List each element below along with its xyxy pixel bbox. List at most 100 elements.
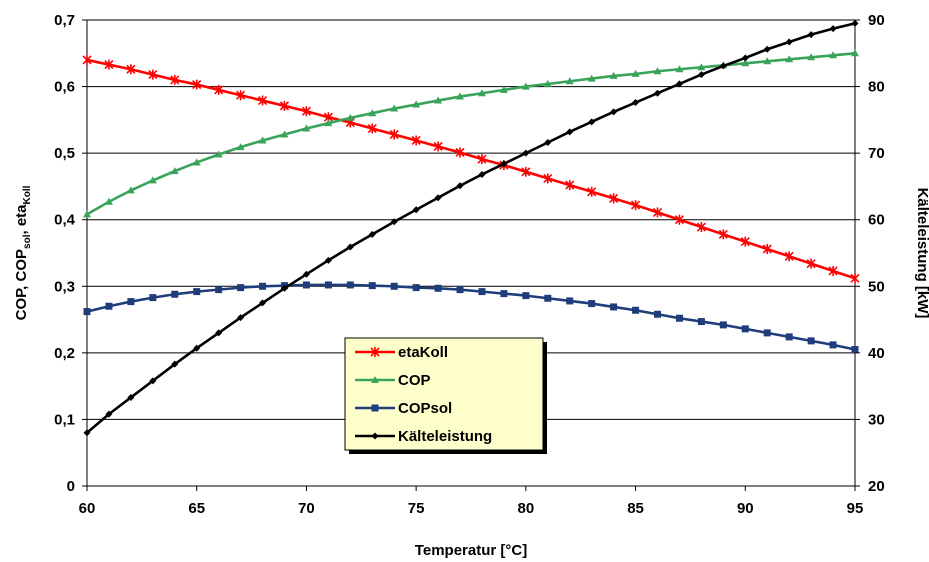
data-point — [455, 147, 465, 158]
x-tick-label: 65 — [188, 500, 205, 517]
legend-item: COPsol — [355, 400, 452, 417]
series-line-etakoll — [86, 58, 856, 280]
data-point — [368, 109, 377, 117]
data-point — [258, 136, 267, 144]
data-point — [171, 360, 179, 368]
data-point — [456, 92, 465, 100]
data-point — [324, 256, 332, 264]
data-point — [478, 288, 486, 296]
data-point — [368, 230, 376, 238]
data-point — [785, 55, 794, 63]
data-point — [587, 186, 597, 197]
data-point — [675, 65, 684, 73]
data-point — [674, 214, 685, 225]
y-right-tick-label: 60 — [868, 212, 885, 229]
data-point — [259, 282, 267, 290]
y-left-tick-label: 0,6 — [54, 79, 75, 96]
data-point — [434, 284, 442, 292]
data-point — [280, 284, 288, 292]
data-point — [193, 288, 201, 296]
legend-item: Kälteleistung — [355, 428, 492, 445]
data-point — [610, 108, 618, 116]
data-point — [588, 118, 596, 126]
data-point — [697, 63, 706, 71]
data-point — [324, 119, 333, 127]
data-point — [587, 74, 596, 82]
data-point — [499, 85, 508, 93]
data-point — [434, 194, 442, 202]
legend-swatch-marker — [370, 347, 380, 357]
data-point — [851, 346, 859, 354]
series-group — [82, 19, 860, 437]
data-point — [829, 51, 838, 59]
data-point — [785, 333, 793, 341]
data-point — [390, 218, 398, 226]
data-point — [741, 59, 750, 67]
data-point — [609, 71, 618, 79]
y-left-tick-label: 0 — [67, 478, 75, 495]
y-left-tick-label: 0,3 — [54, 278, 75, 295]
y-left-axis-ticks: 0 0,1 0,2 0,3 0,4 0,5 0,6 0,7 — [54, 12, 87, 495]
data-point — [324, 281, 332, 289]
y-left-axis-title-main: COP, COP — [13, 249, 30, 320]
data-point — [718, 229, 728, 240]
data-point — [237, 284, 245, 292]
data-point — [105, 410, 113, 418]
data-point — [784, 251, 794, 262]
x-tick-label: 85 — [627, 500, 644, 517]
data-point — [522, 149, 530, 157]
data-point — [126, 186, 135, 194]
y-right-axis-ticks: 20 30 40 50 60 70 80 90 — [855, 12, 885, 495]
data-point — [697, 318, 705, 326]
data-point — [477, 154, 487, 165]
data-point — [741, 54, 749, 62]
data-point — [192, 79, 202, 90]
y-left-tick-label: 0,4 — [54, 212, 76, 229]
data-point — [807, 337, 815, 345]
data-point — [214, 84, 224, 95]
data-point — [192, 158, 201, 166]
data-point — [433, 141, 443, 152]
data-point — [565, 180, 575, 191]
x-tick-label: 70 — [298, 500, 315, 517]
data-point — [126, 64, 136, 75]
y-right-tick-label: 90 — [868, 12, 885, 29]
data-point — [367, 123, 377, 134]
data-point — [741, 325, 749, 333]
data-point — [390, 282, 398, 290]
y-left-axis-title-sub1: sol — [22, 234, 33, 249]
data-point — [654, 89, 662, 97]
data-point — [302, 281, 310, 289]
data-point — [148, 176, 157, 184]
data-point — [719, 321, 727, 329]
data-point — [346, 243, 354, 251]
data-point — [785, 38, 793, 46]
data-point — [652, 207, 663, 218]
legend-swatch-marker — [371, 376, 379, 383]
data-point — [521, 166, 531, 177]
legend-label: COPsol — [398, 400, 452, 417]
data-point — [719, 62, 727, 70]
data-point — [631, 69, 640, 77]
data-point — [236, 143, 245, 151]
data-point — [807, 31, 815, 39]
legend-item: COP — [355, 372, 431, 389]
y-right-tick-label: 30 — [868, 411, 885, 428]
y-left-axis-title-mid: , eta — [13, 204, 30, 235]
data-point — [610, 303, 618, 311]
data-point — [105, 302, 113, 310]
x-tick-label: 60 — [79, 500, 96, 517]
data-point — [259, 299, 267, 307]
data-point — [675, 80, 683, 88]
data-point — [83, 429, 91, 437]
data-point — [500, 160, 508, 168]
data-point — [302, 124, 311, 132]
data-point — [609, 193, 619, 204]
data-point — [850, 273, 860, 284]
legend-item: etaKoll — [355, 344, 448, 361]
data-point — [654, 310, 662, 318]
data-point — [521, 82, 530, 90]
legend-label: Kälteleistung — [398, 428, 492, 445]
data-point — [543, 173, 553, 184]
